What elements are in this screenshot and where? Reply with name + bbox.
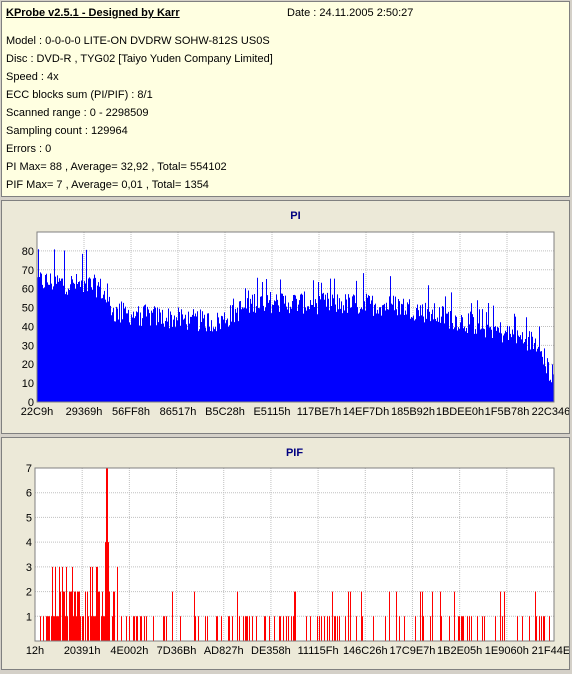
pi-y-tick-label: 50: [22, 303, 34, 315]
pi-x-tick-label: 117BE7h: [297, 406, 341, 418]
info-sampling: Sampling count : 129964: [6, 125, 128, 137]
pif-x-tick-label: 146C26h: [343, 645, 388, 657]
pi-y-tick-label: 80: [22, 246, 34, 258]
info-errors: Errors : 0: [6, 143, 52, 155]
pi-y-tick-label: 60: [22, 284, 34, 296]
info-pif-summary: PIF Max= 7 , Average= 0,01 , Total= 1354: [6, 179, 209, 191]
pif-y-tick-label: 5: [26, 512, 32, 524]
pi-y-tick-label: 0: [28, 397, 34, 409]
info-disc: Disc : DVD-R , TYG02 [Taiyo Yuden Compan…: [6, 53, 273, 65]
pi-y-tick-label: 20: [22, 359, 34, 371]
pif-x-tick-label: 12h: [26, 645, 44, 657]
app-title: KProbe v2.5.1 - Designed by Karr: [6, 7, 180, 19]
pif-y-tick-label: 2: [26, 587, 32, 599]
pi-y-tick-label: 40: [22, 321, 34, 333]
pif-x-tick-label: AD827h: [204, 645, 244, 657]
pi-x-tick-label: 1F5B78h: [485, 406, 530, 418]
pi-plot-border: [36, 231, 555, 403]
pi-x-tick-label: 185B92h: [391, 406, 435, 418]
pi-x-tick-label: 1BDEE0h: [436, 406, 484, 418]
pi-y-tick-label: 70: [22, 265, 34, 277]
info-range: Scanned range : 0 - 2298509: [6, 107, 149, 119]
pi-chart-title: PI: [290, 210, 300, 222]
pif-x-tick-label: 1E9060h: [485, 645, 529, 657]
scan-date: Date : 24.11.2005 2:50:27: [287, 7, 414, 19]
pi-x-tick-label: 29369h: [66, 406, 103, 418]
pi-x-tick-label: B5C28h: [205, 406, 245, 418]
pif-y-tick-label: 7: [26, 463, 32, 475]
pi-x-tick-label: 22C9h: [21, 406, 53, 418]
pif-x-tick-label: 4E002h: [110, 645, 148, 657]
pif-x-tick-label: 1B2E05h: [437, 645, 482, 657]
pif-x-tick-label: 21F44Eh: [532, 645, 569, 657]
pif-x-tick-label: 20391h: [64, 645, 101, 657]
pif-x-tick-label: 7D36Bh: [157, 645, 197, 657]
info-speed: Speed : 4x: [6, 71, 59, 83]
info-model: Model : 0-0-0-0 LITE-ON DVDRW SOHW-812S …: [6, 35, 270, 47]
pif-y-tick-label: 1: [26, 611, 32, 623]
pif-y-tick-label: 3: [26, 562, 32, 574]
pif-x-tick-label: 11115Fh: [298, 645, 339, 657]
pi-x-tick-label: 56FF8h: [112, 406, 150, 418]
pi-x-tick-label: 86517h: [160, 406, 197, 418]
info-pi-summary: PI Max= 88 , Average= 32,92 , Total= 554…: [6, 161, 227, 173]
pif-y-tick-label: 6: [26, 488, 32, 500]
info-panel: KProbe v2.5.1 - Designed by Karr Date : …: [1, 1, 570, 197]
pif-plot-border: [34, 467, 555, 642]
pi-x-tick-label: E5115h: [253, 406, 290, 418]
pi-x-tick-label: 14EF7Dh: [343, 406, 389, 418]
info-ecc: ECC blocks sum (PI/PIF) : 8/1: [6, 89, 153, 101]
pif-y-tick-label: 4: [26, 537, 32, 549]
pif-chart-title: PIF: [286, 447, 303, 459]
pi-y-tick-label: 30: [22, 340, 34, 352]
pif-chart: PIF 1 2 3 4 5 6 7 12h 20391h 4E002h 7D36Bh AD827h DE3…: [26, 447, 572, 657]
pi-series-bars: [37, 249, 554, 402]
pi-chart-panel: PI 0 10 20 30 40 50 60 70 80 22C9h 29369h 56FF8h 8651…: [1, 200, 572, 434]
pif-chart-panel: PIF 1 2 3 4 5 6 7 12h 20391h 4E002h 7D36Bh AD827h DE3…: [1, 437, 572, 670]
pif-series-bars: [40, 468, 550, 641]
pi-x-tick-label: 22C346h: [532, 406, 569, 418]
pif-x-tick-label: 17C9E7h: [390, 645, 436, 657]
pi-chart: PI 0 10 20 30 40 50 60 70 80 22C9h 29369h 56FF8h 8651…: [21, 210, 572, 418]
pi-y-tick-label: 10: [22, 378, 34, 390]
pif-x-tick-label: DE358h: [251, 645, 291, 657]
